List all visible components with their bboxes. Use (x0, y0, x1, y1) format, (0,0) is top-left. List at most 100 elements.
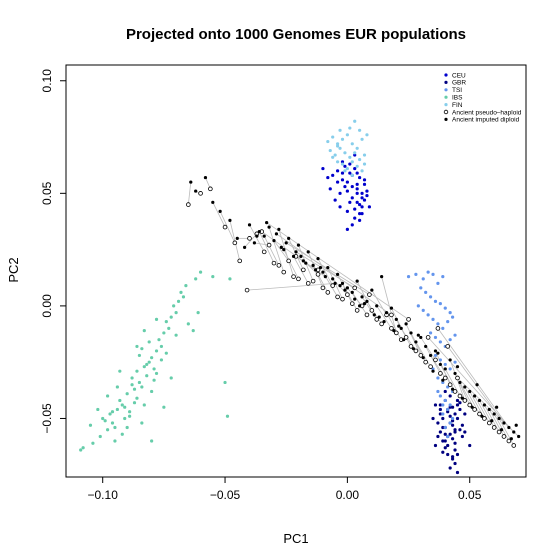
data-point (96, 407, 100, 412)
data-point (326, 175, 330, 180)
data-point (394, 330, 399, 336)
data-point (365, 299, 369, 303)
data-point (424, 290, 428, 294)
data-point (169, 376, 173, 380)
data-point (267, 225, 271, 229)
connector-line (342, 283, 358, 311)
data-point (164, 351, 168, 355)
chart-title: Projected onto 1000 Genomes EUR populati… (126, 26, 466, 43)
data-point (360, 196, 364, 200)
data-point (305, 281, 311, 286)
data-point (318, 266, 323, 270)
data-point (468, 443, 472, 448)
data-point (115, 385, 119, 389)
data-point (257, 230, 261, 234)
connector-line (347, 287, 363, 307)
connector-line (293, 256, 309, 284)
data-point (389, 326, 394, 331)
data-point (443, 439, 447, 443)
data-point (316, 257, 320, 261)
data-point (350, 290, 354, 294)
data-point (343, 288, 347, 292)
data-point (247, 223, 252, 227)
data-point (323, 275, 327, 279)
data-point (118, 398, 122, 403)
connector-line (493, 413, 510, 442)
data-point (455, 416, 460, 421)
data-point (408, 344, 414, 349)
data-point (360, 169, 364, 173)
data-point (271, 260, 277, 266)
connector-line (484, 404, 500, 433)
data-point (445, 344, 451, 349)
data-point (350, 173, 354, 177)
data-point (441, 326, 445, 331)
data-point (480, 414, 484, 418)
connector-line (386, 312, 402, 340)
legend-label-tsi: TSI (452, 87, 462, 94)
data-point (360, 211, 364, 216)
data-point (353, 151, 357, 155)
legend-marker-tsi (444, 88, 448, 92)
data-point (372, 313, 376, 317)
data-point (130, 383, 134, 387)
data-point (174, 311, 178, 315)
data-point (475, 383, 479, 387)
data-point (448, 403, 452, 407)
data-point (389, 312, 394, 318)
data-point (446, 452, 450, 457)
data-point (79, 448, 83, 452)
data-point (463, 385, 467, 389)
data-point (497, 416, 501, 421)
y-tick-label: 0.00 (40, 294, 54, 318)
legend-label-ancient-imputed-diploid: Ancient imputed diploid (452, 117, 520, 124)
data-point (299, 254, 303, 258)
data-point (218, 209, 222, 213)
data-point (460, 434, 464, 439)
data-point (450, 455, 455, 459)
data-point (509, 437, 513, 441)
data-point (426, 313, 430, 317)
data-point (338, 284, 342, 288)
data-point (243, 245, 247, 249)
data-point (433, 299, 438, 303)
data-point (159, 344, 164, 349)
data-point (450, 315, 455, 319)
data-point (101, 416, 105, 421)
data-point (496, 429, 502, 435)
data-point (443, 362, 447, 367)
connector-lines (187, 177, 519, 446)
legend-marker-fin (444, 103, 448, 107)
data-point (198, 191, 203, 196)
data-point (353, 166, 357, 171)
data-point (517, 434, 521, 439)
data-point (154, 371, 159, 376)
data-point (428, 331, 433, 335)
data-point (353, 119, 357, 123)
data-point (352, 285, 358, 291)
data-point (435, 326, 441, 331)
data-point (499, 428, 504, 432)
data-point (470, 405, 474, 409)
data-point (362, 178, 367, 182)
data-point (370, 288, 374, 292)
data-point (457, 393, 463, 399)
data-point (145, 374, 149, 378)
data-point (330, 283, 336, 288)
data-point (389, 306, 394, 310)
connector-line (425, 346, 441, 374)
data-point (443, 425, 447, 430)
data-point (349, 301, 355, 306)
data-point (287, 236, 291, 240)
data-point (331, 277, 335, 281)
data-point (455, 403, 460, 407)
data-point (450, 419, 455, 423)
data-point (132, 387, 137, 391)
data-point (472, 407, 477, 412)
connector-line (266, 222, 409, 320)
data-point (152, 378, 156, 382)
data-point (453, 448, 457, 452)
data-point (118, 369, 122, 373)
data-point (436, 281, 440, 285)
